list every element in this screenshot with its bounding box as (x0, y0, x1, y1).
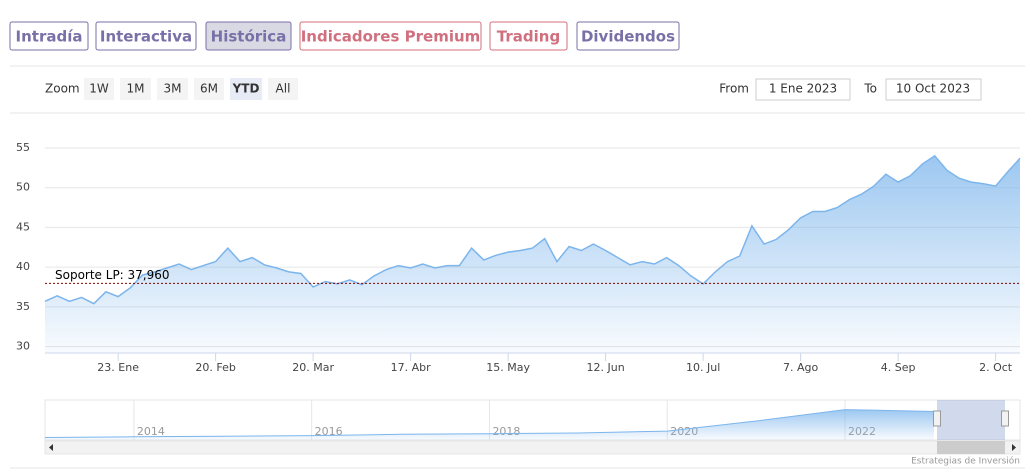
area-fill (45, 155, 1020, 353)
tab-button[interactable] (489, 21, 568, 51)
zoom-button[interactable] (120, 78, 151, 100)
tab-label[interactable]: Interactiva (100, 28, 192, 46)
navigator-line (44, 409, 934, 438)
zoom-label[interactable]: 3M (164, 82, 182, 96)
tab-button[interactable] (95, 21, 197, 51)
zoom-button[interactable] (230, 78, 262, 100)
tab-label[interactable]: Intradía (16, 28, 83, 46)
scrollbar-thumb[interactable] (937, 441, 1005, 454)
x-tick-label: 10. Jul (686, 361, 720, 374)
from-input[interactable] (755, 78, 851, 101)
y-tick-label: 40 (16, 260, 30, 273)
scrollbar-track (44, 440, 1021, 455)
scroll-right[interactable] (1012, 444, 1016, 451)
x-tick-label: 7. Ago (783, 361, 818, 374)
to-label: To (863, 82, 877, 96)
tab-button[interactable] (9, 21, 89, 51)
x-tick-label: 15. May (486, 361, 530, 374)
from-label: From (719, 82, 749, 96)
y-tick-label: 55 (16, 141, 30, 154)
zoom-button[interactable] (157, 78, 188, 100)
navigator-window[interactable] (937, 400, 1005, 440)
tab-button[interactable] (299, 21, 482, 51)
zoom-label[interactable]: 6M (200, 82, 218, 96)
tab-label[interactable]: Indicadores Premium (301, 28, 481, 46)
to-date[interactable]: 10 Oct 2023 (896, 82, 970, 96)
navigator-area (45, 409, 934, 440)
x-tick-label: 4. Sep (881, 361, 916, 374)
y-tick-label: 30 (16, 340, 30, 353)
credit: Estrategias de Inversión (911, 456, 1020, 467)
tab-label[interactable]: Histórica (211, 28, 287, 46)
to-input[interactable] (885, 78, 982, 101)
zoom-label[interactable]: 1M (127, 82, 145, 96)
navigator-handle[interactable] (1001, 410, 1009, 427)
x-tick-label: 12. Jun (587, 361, 625, 374)
x-tick-label: 20. Mar (292, 361, 334, 374)
x-tick-label: 20. Feb (195, 361, 235, 374)
from-date[interactable]: 1 Ene 2023 (769, 82, 837, 96)
tab-button[interactable] (205, 21, 292, 51)
x-tick-label: 2. Oct (979, 361, 1013, 374)
zoom-button[interactable] (84, 78, 114, 100)
scroll-left[interactable] (49, 444, 53, 451)
zoom-label[interactable]: YTD (232, 82, 260, 96)
support-label: Soporte LP: 37,960 (55, 268, 170, 282)
navigator-label: 2014 (137, 425, 165, 438)
zoom-label[interactable]: All (276, 82, 291, 96)
price-line (44, 154, 1021, 305)
y-tick-label: 50 (16, 181, 30, 194)
tab-label[interactable]: Dividendos (581, 28, 675, 46)
navigator-handle[interactable] (933, 410, 941, 427)
x-tick-label: 23. Ene (97, 361, 139, 374)
x-tick-label: 17. Abr (391, 361, 431, 374)
zoom-button[interactable] (268, 78, 298, 100)
zoom-label: Zoom (45, 82, 80, 96)
tab-label[interactable]: Trading (497, 28, 560, 46)
zoom-label[interactable]: 1W (89, 82, 109, 96)
y-tick-label: 35 (16, 300, 30, 313)
zoom-button[interactable] (194, 78, 224, 100)
tab-button[interactable] (576, 21, 680, 51)
y-tick-label: 45 (16, 220, 30, 233)
